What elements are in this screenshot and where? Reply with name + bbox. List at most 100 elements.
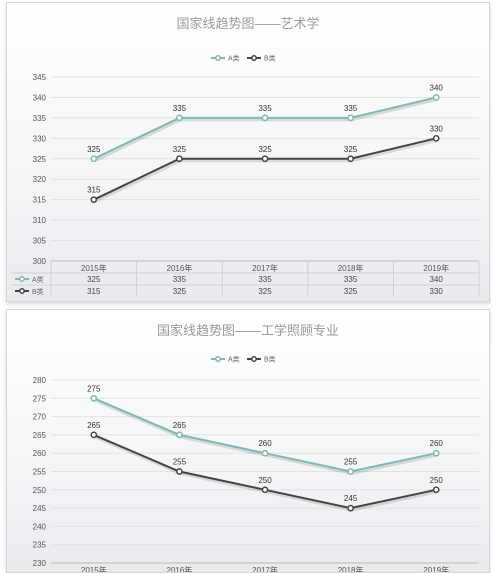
- x-tick-label: 2019年: [423, 565, 449, 572]
- data-label: 315: [87, 186, 101, 195]
- y-tick-label: 340: [33, 93, 47, 102]
- y-tick-label: 240: [33, 522, 47, 531]
- legend-marker: [251, 356, 257, 362]
- data-label: 255: [173, 458, 187, 467]
- y-tick-label: 345: [33, 73, 47, 82]
- y-tick-label: 260: [33, 449, 47, 458]
- table-row-label: A类: [32, 275, 44, 284]
- y-tick-label: 300: [33, 257, 47, 266]
- y-tick-label: 250: [33, 486, 47, 495]
- y-tick-label: 330: [33, 134, 47, 143]
- y-tick-label: 255: [33, 468, 47, 477]
- y-tick-label: 335: [33, 114, 47, 123]
- data-point: [176, 468, 183, 475]
- y-tick-label: 270: [33, 413, 47, 422]
- legend-label: A类: [228, 54, 240, 63]
- chart-title: 国家线趋势图——艺术学: [176, 16, 320, 31]
- data-point: [347, 114, 354, 122]
- chart-panel-art: 国家线趋势图——艺术学 300 305 310 315 320 325 330 335 340 3…: [6, 2, 490, 302]
- legend-label: B类: [264, 355, 276, 364]
- y-tick-label: 265: [33, 431, 47, 440]
- legend-marker: [251, 55, 257, 61]
- x-tick-label: 2015年: [81, 565, 107, 572]
- data-point: [261, 114, 269, 122]
- x-tick-label: 2018年: [338, 565, 364, 572]
- table-cell: 330: [430, 287, 444, 296]
- table-cell: 325: [344, 287, 358, 296]
- chart-plot: 300 305 310 315 320 325 330 335 340 345 2015年 2016年…: [11, 54, 480, 297]
- table-cell: 335: [258, 275, 272, 284]
- legend-label: A类: [228, 355, 240, 364]
- x-tick-label: 2016年: [167, 565, 193, 572]
- table-cell: 315: [87, 287, 101, 296]
- y-tick-label: 305: [33, 237, 47, 246]
- x-tick-label: 2015年: [81, 263, 107, 273]
- data-point: [176, 155, 183, 163]
- data-point: [347, 155, 354, 163]
- x-tick-label: 2017年: [252, 565, 278, 572]
- data-label: 250: [430, 476, 444, 485]
- data-point: [347, 468, 354, 475]
- series-shadow: [94, 398, 438, 476]
- data-label: 325: [87, 145, 101, 154]
- data-label: 250: [258, 476, 272, 485]
- table-legend-marker: [19, 276, 25, 282]
- data-point: [432, 134, 440, 142]
- data-label: 245: [344, 494, 358, 503]
- y-tick-label: 315: [33, 196, 47, 205]
- data-point: [432, 449, 440, 457]
- y-tick-label: 275: [33, 394, 47, 403]
- y-tick-label: 320: [33, 175, 47, 184]
- data-point: [176, 431, 183, 439]
- y-tick-label: 310: [33, 216, 47, 225]
- chart-title: 国家线趋势图——工学照顾专业: [156, 323, 339, 338]
- data-point: [176, 114, 183, 122]
- data-label: 325: [173, 145, 187, 154]
- data-label: 335: [258, 104, 272, 113]
- data-label: 275: [87, 384, 101, 393]
- table-cell: 325: [173, 287, 187, 296]
- data-point: [432, 486, 440, 494]
- table-cell: 335: [344, 275, 358, 284]
- data-label: 265: [87, 421, 101, 430]
- data-label: 260: [258, 439, 272, 448]
- data-point: [90, 155, 98, 163]
- data-label: 260: [430, 439, 444, 448]
- data-point: [347, 504, 354, 512]
- x-tick-label: 2019年: [423, 263, 449, 273]
- table-cell: 325: [87, 275, 101, 284]
- table-cell: 340: [430, 275, 444, 284]
- table-cell: 325: [258, 287, 272, 296]
- data-point: [90, 431, 98, 439]
- data-label: 340: [430, 83, 444, 92]
- data-label: 255: [344, 458, 358, 467]
- data-point: [261, 155, 269, 163]
- y-tick-label: 245: [33, 504, 47, 513]
- data-point: [90, 394, 98, 402]
- data-label: 330: [430, 124, 444, 133]
- data-label: 335: [344, 104, 358, 113]
- x-tick-label: 2016年: [167, 263, 193, 273]
- y-tick-label: 230: [33, 559, 47, 568]
- data-label: 325: [258, 145, 272, 154]
- legend-marker: [215, 356, 221, 362]
- data-point: [261, 486, 269, 494]
- y-tick-label: 280: [33, 376, 47, 385]
- data-point: [261, 449, 269, 457]
- data-point: [90, 196, 98, 204]
- data-label: 325: [344, 145, 358, 154]
- legend-marker: [215, 55, 221, 61]
- chart-plot: 230 235 240 245 250 255 260 265 270 275 280 2015年 20…: [33, 355, 479, 572]
- data-label: 335: [173, 104, 187, 113]
- chart-panel-engineering: 国家线趋势图——工学照顾专业 230 235 240 245 250 255 260 265 2…: [6, 309, 490, 573]
- x-tick-label: 2017年: [252, 263, 278, 273]
- data-label: 265: [173, 421, 187, 430]
- data-point: [432, 94, 440, 101]
- table-legend-marker: [19, 288, 25, 294]
- x-tick-label: 2018年: [338, 263, 364, 273]
- table-row-label: B类: [32, 287, 44, 296]
- y-tick-label: 325: [33, 155, 47, 164]
- table-cell: 335: [173, 275, 187, 284]
- y-tick-label: 235: [33, 541, 47, 550]
- legend-label: B类: [264, 54, 276, 63]
